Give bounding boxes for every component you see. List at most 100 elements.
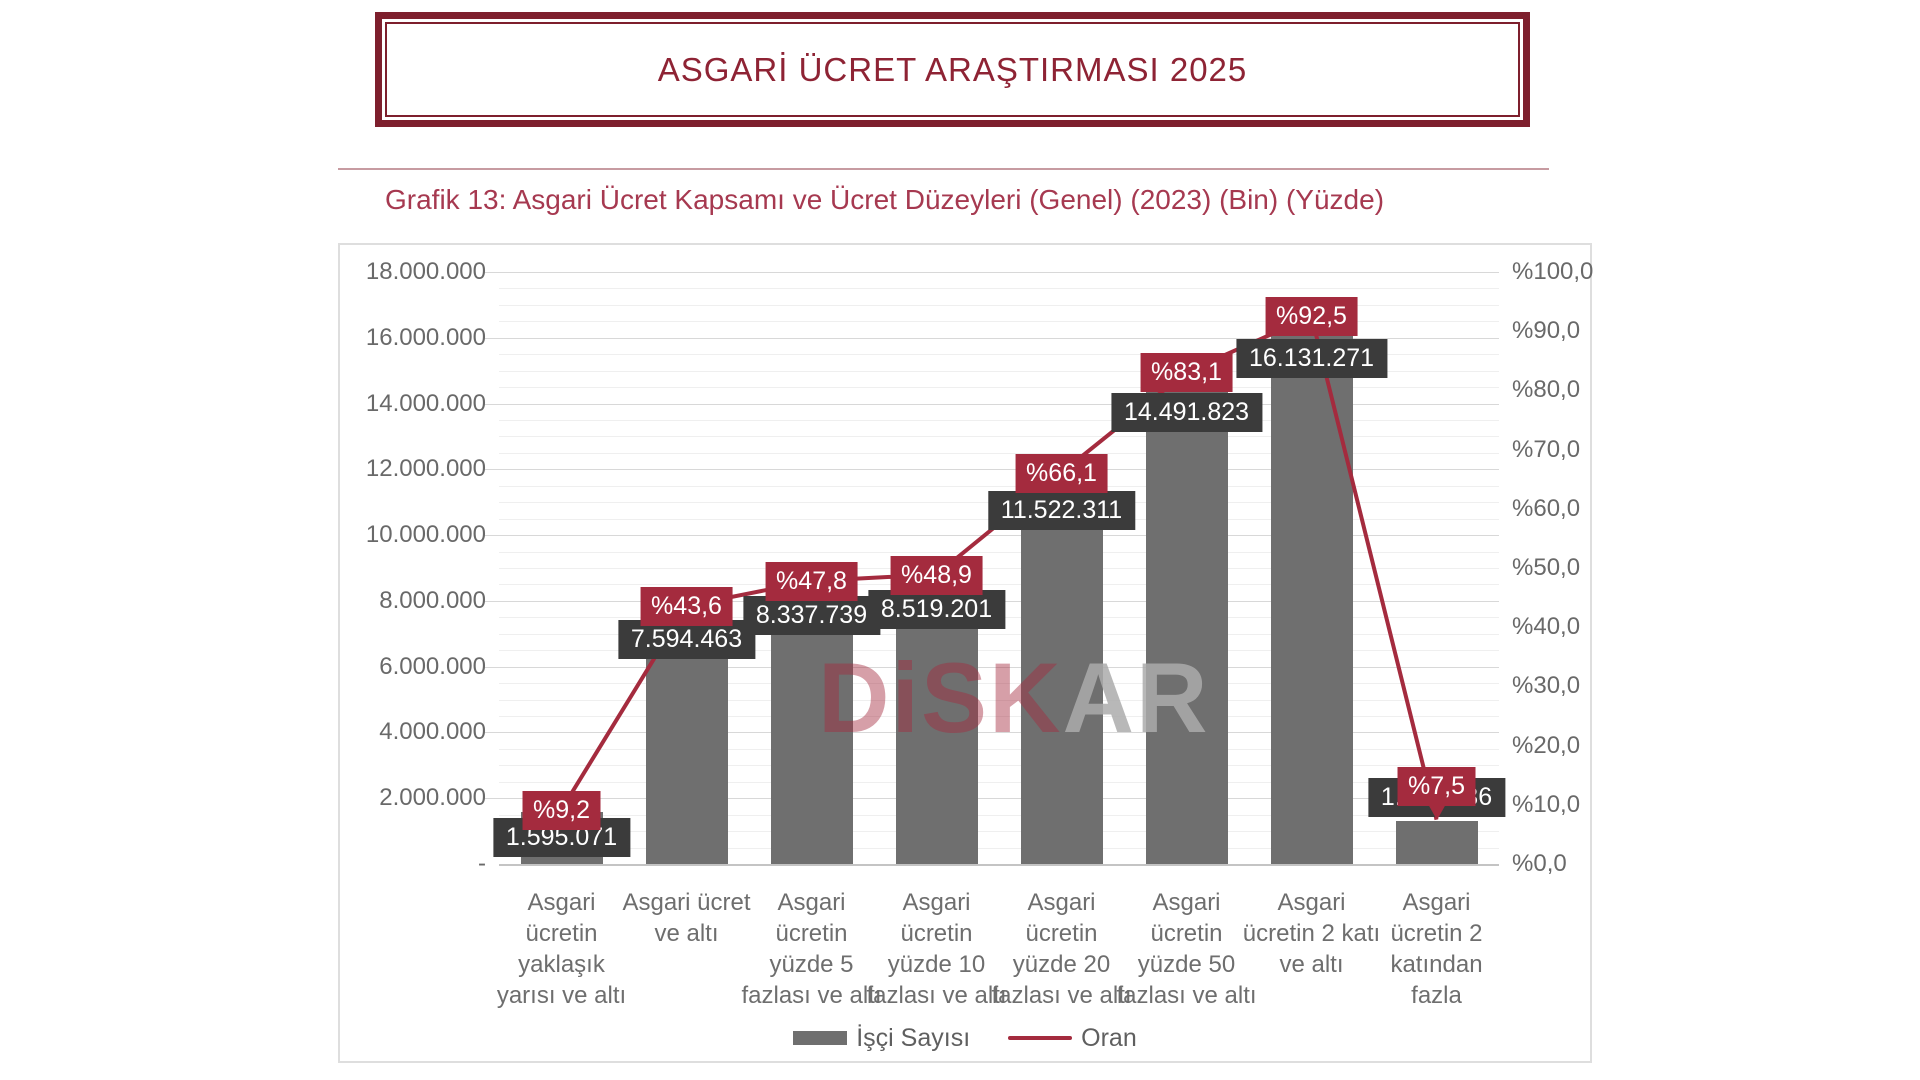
category-label-line: yarısı ve altı — [496, 982, 627, 1009]
major-gridline — [499, 732, 1499, 734]
pct-value-label: %66,1 — [1015, 453, 1108, 493]
pct-value-label: %43,6 — [640, 586, 733, 626]
y-axis-label: 6.000.000 — [379, 652, 486, 680]
legend-line-swatch — [1008, 1036, 1073, 1040]
category-label-line: yüzde 20 — [1012, 951, 1111, 978]
category-label-line: ücretin — [1150, 920, 1223, 947]
major-gridline — [499, 798, 1499, 800]
pct-value-label: %47,8 — [765, 562, 858, 602]
category-label: Asgari ücretin 2 katından fazla — [1390, 887, 1482, 1011]
category-label-line: yüzde 50 — [1137, 951, 1236, 978]
header-separator-line — [338, 168, 1549, 170]
minor-gridline — [499, 847, 1499, 849]
minor-gridline — [499, 304, 1499, 306]
minor-gridline — [499, 354, 1499, 356]
category-label-line: ücretin — [1025, 920, 1098, 947]
pct-axis-label: %90,0 — [1512, 317, 1581, 345]
major-gridline — [499, 666, 1499, 668]
major-gridline — [499, 337, 1499, 339]
minor-gridline — [499, 321, 1499, 323]
pct-axis-label: %20,0 — [1512, 731, 1581, 759]
category-label-line: Asgari — [1152, 889, 1221, 916]
pct-axis-label: %10,0 — [1512, 790, 1581, 818]
minor-gridline — [499, 650, 1499, 652]
minor-gridline — [499, 436, 1499, 438]
category-label-line: yüzde 10 — [887, 951, 986, 978]
minor-gridline — [499, 699, 1499, 701]
bar-value-label: 8.337.739 — [742, 595, 881, 635]
category-label-line: ve altı — [1279, 951, 1344, 978]
category-label-line: katından — [1390, 951, 1483, 978]
category-label: Asgari ücret ve altı — [622, 887, 750, 949]
pct-axis-label: %100,0 — [1512, 258, 1594, 285]
category-label: Asgari ücretin yüzde 50 fazlası ve altı — [1116, 887, 1256, 1011]
pct-value-label: %83,1 — [1140, 353, 1233, 393]
bar — [895, 583, 978, 864]
pct-value-label: %9,2 — [522, 790, 601, 830]
minor-gridline — [499, 387, 1499, 389]
category-label-line: Asgari ücret — [622, 889, 751, 916]
category-label: Asgari ücretin yaklaşık yarısı ve altı — [497, 887, 626, 1011]
minor-gridline — [499, 452, 1499, 454]
bar — [1145, 387, 1228, 864]
y-axis-tick — [485, 600, 499, 602]
minor-gridline — [499, 781, 1499, 783]
category-label-line: Asgari — [1402, 889, 1471, 916]
category-label-line: ücretin — [900, 920, 973, 947]
y-axis-tick — [485, 535, 499, 537]
pct-axis-label: %40,0 — [1512, 613, 1581, 641]
report-title: ASGARİ ÜCRET ARAŞTIRMASI 2025 — [657, 50, 1248, 88]
pct-value-label: %48,9 — [890, 555, 983, 595]
y-axis-tick — [485, 798, 499, 800]
legend-label: İşçi Sayısı — [856, 1023, 971, 1052]
y-axis-tick — [485, 403, 499, 405]
bar — [1395, 821, 1478, 864]
minor-gridline — [499, 370, 1499, 372]
minor-gridline — [499, 765, 1499, 767]
category-label: Asgari ücretin 2 katı ve altı — [1243, 887, 1380, 980]
pct-value-label: %7,5 — [1397, 766, 1476, 806]
pct-label-pointer — [1427, 803, 1446, 820]
category-label-line: fazla — [1411, 982, 1462, 1009]
major-gridline — [499, 469, 1499, 471]
y-axis-label: 18.000.000 — [365, 258, 486, 285]
category-label-line: yüzde 5 — [769, 951, 854, 978]
report-title-box: ASGARİ ÜCRET ARAŞTIRMASI 2025 — [375, 12, 1530, 127]
category-label-line: Asgari — [527, 889, 596, 916]
minor-gridline — [499, 485, 1499, 487]
minor-gridline — [499, 748, 1499, 750]
report-title-inner-border: ASGARİ ÜCRET ARAŞTIRMASI 2025 — [385, 22, 1520, 117]
legend-label: Oran — [1081, 1023, 1137, 1052]
legend-item: Oran — [1008, 1024, 1137, 1053]
category-label-line: Asgari — [777, 889, 846, 916]
category-label-line: ücretin — [525, 920, 598, 947]
bar-value-label: 16.131.271 — [1235, 339, 1388, 379]
category-label-line: Asgari — [1277, 889, 1346, 916]
minor-gridline — [499, 551, 1499, 553]
minor-gridline — [499, 288, 1499, 290]
category-label-line: ücretin — [775, 920, 848, 947]
minor-gridline — [499, 633, 1499, 635]
y-axis-label: 12.000.000 — [365, 455, 486, 483]
category-label-line: yaklaşık — [518, 951, 605, 978]
pct-axis-label: %50,0 — [1512, 554, 1581, 581]
y-axis-tick — [485, 666, 499, 668]
y-axis-label: 4.000.000 — [379, 718, 486, 746]
major-gridline — [499, 535, 1499, 537]
pct-value-label: %92,5 — [1265, 297, 1358, 337]
category-label-line: fazlası ve altı — [866, 982, 1007, 1009]
minor-gridline — [499, 584, 1499, 586]
category-label-line: fazlası ve altı — [991, 982, 1132, 1009]
chart-legend: İşçi Sayısı Oran — [340, 1023, 1590, 1053]
y-axis-tick — [485, 469, 499, 471]
bar-value-label: 8.519.201 — [867, 589, 1006, 629]
category-label-line: fazlası ve altı — [741, 982, 882, 1009]
bar-value-label: 11.522.311 — [987, 491, 1136, 531]
diskar-watermark: DiSKAR — [818, 641, 1210, 755]
pct-axis-label: %60,0 — [1512, 494, 1581, 522]
minor-gridline — [499, 568, 1499, 569]
bar-value-label: 14.491.823 — [1110, 393, 1263, 433]
pct-axis-label: %0,0 — [1512, 850, 1567, 877]
category-label-line: fazlası ve altı — [1116, 982, 1257, 1009]
category-label-line: Asgari — [1027, 889, 1096, 916]
